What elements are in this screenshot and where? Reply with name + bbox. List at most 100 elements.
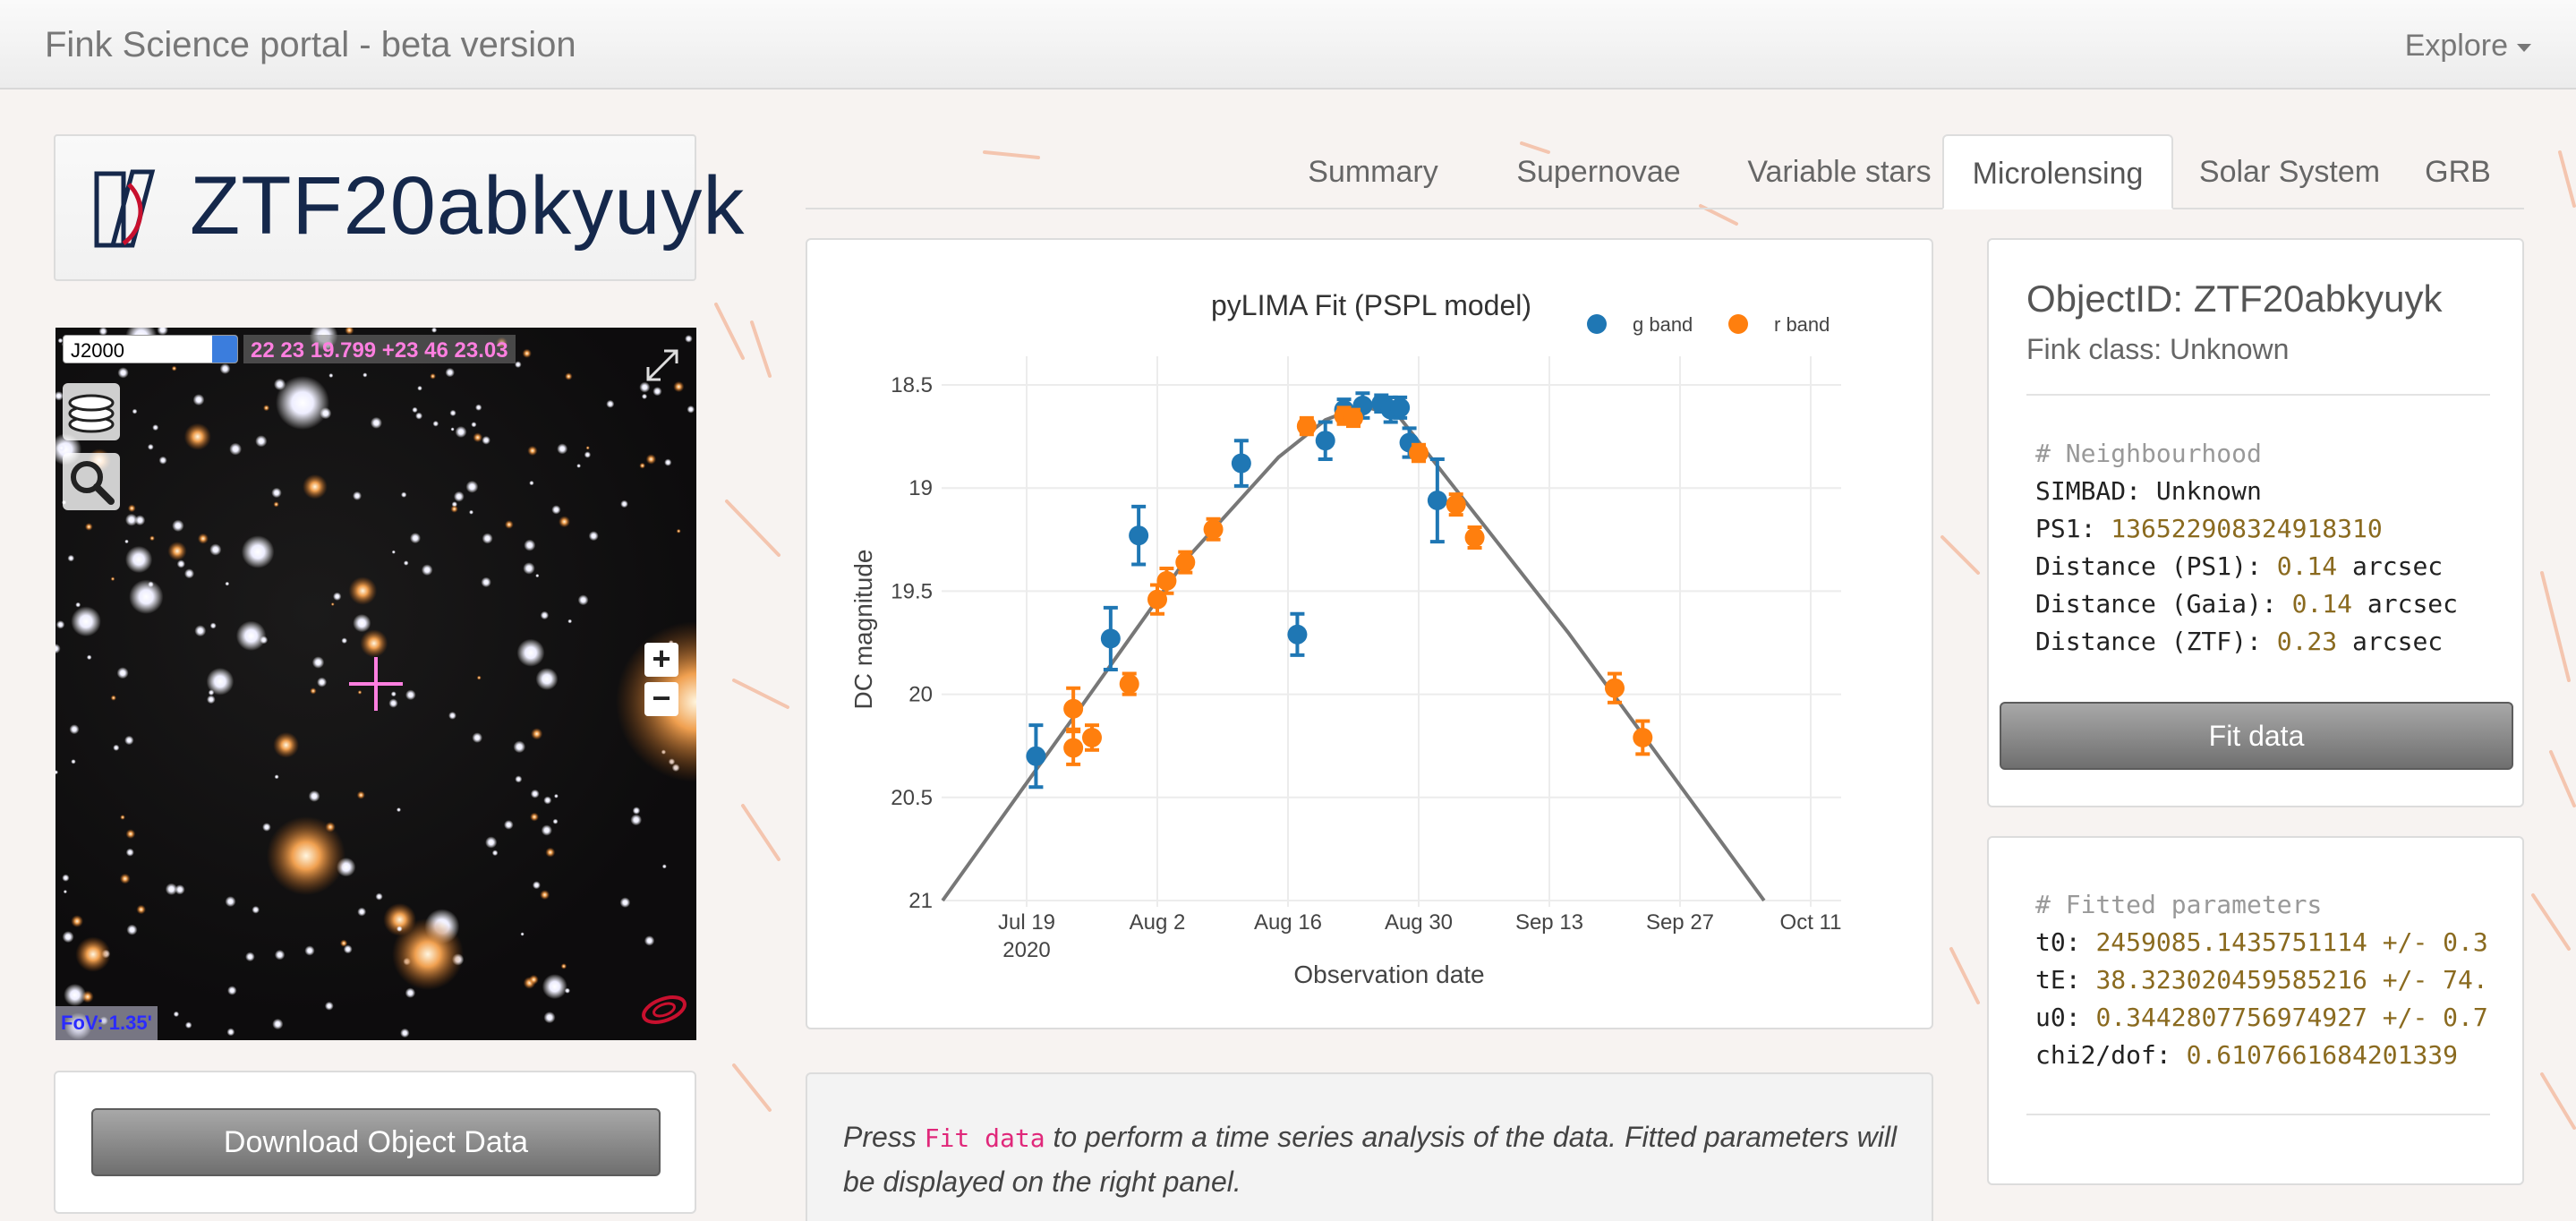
star — [576, 464, 581, 468]
star — [520, 932, 525, 936]
star — [98, 328, 108, 336]
distance-gaia-unit: arcsec — [2352, 589, 2459, 619]
star — [124, 539, 129, 544]
field-of-view-label: FoV: 1.35' — [55, 1006, 158, 1040]
te-error: +/- 74. — [2367, 965, 2488, 995]
star — [417, 385, 422, 391]
download-object-data-button[interactable]: Download Object Data — [91, 1108, 661, 1176]
star — [606, 399, 615, 408]
star — [630, 814, 642, 826]
star — [55, 391, 64, 401]
layers-button[interactable] — [63, 383, 120, 440]
star — [229, 442, 242, 456]
tab-solar-system[interactable]: Solar System — [2198, 155, 2381, 189]
bright-star — [392, 918, 464, 990]
star — [513, 740, 526, 754]
star — [225, 896, 236, 908]
tab-microlensing[interactable]: Microlensing — [1942, 134, 2173, 209]
search-icon — [71, 461, 115, 505]
star — [317, 677, 328, 687]
star — [687, 406, 695, 414]
star — [522, 348, 532, 358]
star — [165, 883, 178, 895]
star — [241, 535, 275, 568]
star — [653, 387, 662, 397]
star — [370, 416, 382, 429]
data-point — [1119, 674, 1139, 695]
fit-data-button[interactable]: Fit data — [2000, 702, 2513, 770]
y-tick-label: 20 — [908, 683, 933, 707]
zoom-in-button[interactable]: + — [644, 643, 678, 677]
star — [341, 637, 348, 644]
lightcurve-chart[interactable]: 18.5 19 19.5 20 20.5 21 Jul 19 2020 Aug 2 Aug 16 A… — [807, 240, 1932, 1028]
tab-supernovae[interactable]: Supernovae — [1516, 155, 1681, 189]
aladin-sky-viewer[interactable]: J2000 22 23 19.799 +23 46 23.03 + − FoV:… — [55, 328, 696, 1040]
navbar-brand[interactable]: Fink Science portal - beta version — [45, 25, 576, 64]
star — [469, 509, 473, 515]
data-point — [1063, 738, 1084, 758]
star — [542, 974, 567, 1000]
star — [311, 656, 325, 669]
fink-class: Fink class: Unknown — [2026, 333, 2290, 365]
star — [448, 712, 456, 720]
coordinates-readout: 22 23 19.799 +23 46 23.03 — [243, 335, 516, 363]
star — [324, 1001, 334, 1011]
data-point — [1175, 552, 1196, 573]
frame-select-value: J2000 — [71, 339, 124, 362]
star — [55, 442, 67, 454]
star — [620, 500, 628, 508]
star — [119, 873, 131, 884]
x-tick-label: Aug 2 — [1130, 910, 1186, 935]
tab-variable-stars[interactable]: Variable stars — [1747, 155, 1932, 189]
star — [330, 602, 335, 606]
star — [192, 394, 205, 406]
data-point — [1156, 570, 1177, 591]
star — [641, 393, 648, 399]
star — [75, 602, 81, 608]
tab-summary[interactable]: Summary — [1308, 155, 1438, 189]
data-point — [1409, 443, 1429, 464]
y-tick-label: 19 — [908, 476, 933, 500]
star — [390, 691, 397, 697]
star — [110, 576, 115, 582]
star — [175, 884, 185, 895]
star — [125, 848, 134, 857]
star — [485, 836, 498, 849]
star — [149, 535, 155, 542]
expand-icon[interactable] — [641, 344, 684, 387]
star — [530, 812, 539, 822]
star — [527, 445, 538, 457]
star — [357, 907, 367, 917]
divider — [2026, 394, 2490, 396]
star — [333, 592, 342, 601]
star — [62, 874, 70, 882]
tab-grb[interactable]: GRB — [2425, 155, 2491, 189]
select-arrows-icon — [212, 336, 237, 363]
star — [535, 574, 540, 578]
data-point — [1231, 453, 1251, 474]
star — [405, 987, 416, 998]
star — [184, 568, 194, 579]
star — [431, 328, 438, 333]
science-tabs: Summary Supernovae Variable stars Microl… — [806, 134, 2524, 209]
ps1-label: PS1: — [2035, 514, 2111, 543]
star — [134, 515, 146, 525]
star — [523, 562, 535, 575]
fink-logo-icon — [94, 169, 156, 248]
star — [226, 1028, 235, 1037]
distance-ztf-unit: arcsec — [2337, 627, 2444, 656]
fitted-parameters-block: # Fitted parameters t0: 2459085.14357511… — [2035, 886, 2488, 1074]
explore-menu[interactable]: Explore — [2405, 29, 2531, 64]
star — [55, 620, 65, 629]
star — [560, 963, 567, 969]
star — [450, 427, 455, 431]
star — [397, 807, 401, 813]
search-button[interactable] — [63, 453, 120, 510]
legend-marker — [1587, 314, 1607, 334]
x-tick-label: Aug 16 — [1254, 910, 1322, 935]
zoom-out-button[interactable]: − — [644, 682, 678, 716]
frame-select[interactable]: J2000 — [63, 335, 238, 363]
star — [360, 629, 388, 658]
star — [308, 790, 320, 802]
x-tick-label: Jul 19 — [998, 910, 1055, 935]
